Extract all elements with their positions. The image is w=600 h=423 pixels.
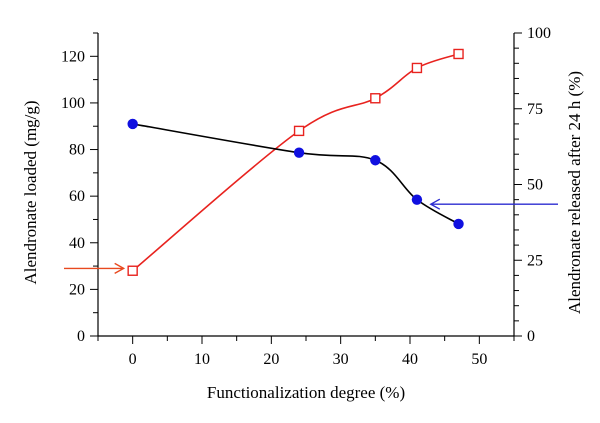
y-right-tick-label: 25 — [527, 252, 543, 269]
data-point-circle — [411, 194, 423, 205]
arrow-head-right — [429, 198, 441, 210]
y-left-tick-label: 80 — [69, 142, 85, 159]
x-axis-label: Functionalization degree (%) — [207, 383, 405, 402]
data-point-square — [293, 125, 305, 137]
series-line-2 — [132, 123, 459, 225]
annotation-arrows — [64, 198, 558, 275]
axis-labels: Functionalization degree (%) Alendronate… — [21, 71, 584, 402]
x-tick-label: 20 — [263, 351, 279, 368]
x-tick-label: 10 — [194, 351, 210, 368]
series-line-1 — [132, 53, 459, 272]
y-left-tick-label: 100 — [61, 95, 85, 112]
data-point-square — [411, 62, 423, 74]
y-left-tick-label: 20 — [69, 281, 85, 298]
axes: 0 10 20 30 40 50 0 20 40 60 80 100 120 0 25 50 75 100 — [61, 25, 551, 368]
y-right-tick-label: 75 — [527, 101, 543, 118]
x-tick-label: 0 — [129, 351, 137, 368]
y-axis-right-label: Alendronate released after 24 h (%) — [565, 71, 584, 314]
series-lines — [132, 53, 459, 272]
arrow-head-left — [114, 262, 126, 275]
x-tick-label: 30 — [333, 351, 349, 368]
y-left-tick-label: 40 — [69, 235, 85, 252]
data-point-circle — [127, 118, 138, 130]
data-point-circle — [293, 147, 305, 158]
y-left-tick-label: 0 — [77, 328, 85, 345]
data-point-circle — [453, 218, 464, 230]
y-left-tick-label: 60 — [69, 188, 85, 205]
y-right-tick-label: 100 — [527, 25, 551, 42]
x-tick-label: 50 — [471, 351, 487, 368]
y-left-tick-label: 120 — [61, 48, 85, 65]
data-point-square — [453, 48, 464, 60]
data-point-circle — [370, 155, 381, 166]
y-axis-left-label: Alendronate loaded (mg/g) — [21, 100, 40, 284]
series-markers — [127, 48, 464, 276]
x-tick-label: 40 — [402, 351, 418, 368]
y-right-tick-label: 0 — [527, 328, 535, 345]
y-right-tick-label: 50 — [527, 177, 543, 194]
data-point-square — [127, 265, 138, 276]
data-point-square — [370, 93, 381, 104]
